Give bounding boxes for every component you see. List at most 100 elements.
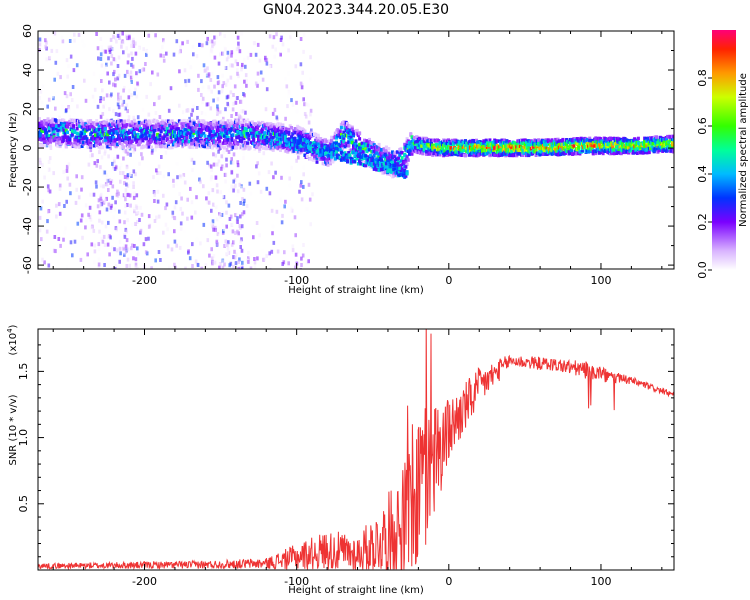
spectrogram-cell xyxy=(105,182,109,187)
spectrogram-cell xyxy=(190,141,194,146)
spectrogram-cell xyxy=(130,139,134,144)
spectrogram-cell xyxy=(39,135,43,140)
spectrogram-cell xyxy=(281,213,284,218)
spectrogram-cell xyxy=(93,243,97,248)
spectrogram-cell xyxy=(104,138,108,143)
spectrogram-cell xyxy=(58,123,62,128)
spectrogram-cell xyxy=(285,130,289,134)
spectrogram-cell xyxy=(355,128,359,133)
spectrogram-cell xyxy=(116,102,120,107)
spectrogram-cell xyxy=(239,214,242,219)
spectrogram-cell xyxy=(102,207,106,212)
spectrogram-cell xyxy=(218,146,221,151)
spectrogram-cell xyxy=(655,148,659,152)
spectrogram-cell xyxy=(279,142,282,146)
spectrogram-cell xyxy=(125,103,129,108)
spectrogram-cell xyxy=(534,146,538,151)
spectrogram-cell xyxy=(352,133,355,138)
spectrogram-cell xyxy=(247,259,250,264)
spectrogram-cell xyxy=(279,122,282,127)
spectrogram-cell xyxy=(299,130,303,134)
spectrogram-cell xyxy=(128,193,132,198)
spectrogram-cell xyxy=(207,200,211,205)
spectrogram-cell xyxy=(124,140,128,144)
spectrogram-cell xyxy=(587,147,590,152)
spectrogram-cell xyxy=(135,94,139,99)
spectrogram-cell xyxy=(134,137,138,142)
spectrogram-cell xyxy=(160,155,163,159)
spectrogram-cell xyxy=(215,145,219,150)
spectrogram-cell xyxy=(50,120,54,125)
spectrogram-cell xyxy=(232,124,236,128)
spectrogram-cell xyxy=(457,145,461,149)
spectrogram-cell xyxy=(260,127,264,132)
spectrogram-cell xyxy=(133,209,136,214)
spectrogram-cell xyxy=(113,207,117,212)
spectrogram-cell xyxy=(236,35,240,40)
spectrogram-cell xyxy=(279,148,282,152)
spectrogram-cell xyxy=(76,221,80,226)
spectrogram-cell xyxy=(226,144,230,148)
spectrogram-cell xyxy=(89,144,93,148)
spectrogram-cell xyxy=(122,148,126,153)
spectrogram-cell xyxy=(141,124,144,129)
spectrogram-cell xyxy=(81,235,84,240)
spectrogram-cell xyxy=(209,177,213,182)
spectrogram-cell xyxy=(106,71,109,76)
spectrogram-cell xyxy=(124,177,127,182)
spectrogram-cell xyxy=(53,235,57,239)
spectrogram-cell xyxy=(114,36,117,40)
spectrogram-cell xyxy=(256,71,260,76)
spectrogram-cell xyxy=(38,215,42,220)
spectrogram-cell xyxy=(265,122,269,127)
spectrogram-cell xyxy=(399,159,403,163)
spectrogram-cell xyxy=(54,249,57,254)
spectrogram-cell xyxy=(53,31,57,36)
spectrogram-cell xyxy=(144,250,148,255)
spectrogram-cell xyxy=(421,151,425,156)
spectrogram-cell xyxy=(196,263,200,267)
spectrogram-cell xyxy=(291,102,295,107)
spectrogram-cell xyxy=(87,212,90,217)
spectrogram-cell xyxy=(58,211,62,216)
spectrogram-cell xyxy=(213,232,217,237)
spectrogram-cell xyxy=(275,209,279,214)
spectrogram-cell xyxy=(194,269,197,273)
spectrogram-cell xyxy=(45,40,48,45)
spectrogram-cell xyxy=(173,205,177,210)
spectrogram-cell xyxy=(226,135,230,140)
spectrogram-cell xyxy=(100,83,104,88)
spectrogram-cell xyxy=(158,137,162,142)
spectrogram-cell xyxy=(134,257,138,262)
spectrogram-cell xyxy=(165,126,169,131)
spectrogram-cell xyxy=(305,260,309,265)
spectrogram-cell xyxy=(195,145,198,149)
spectrogram-cell xyxy=(110,54,114,58)
spectrogram-cell xyxy=(59,243,62,248)
spectrogram-cell xyxy=(217,80,221,85)
spectrogram-cell xyxy=(117,92,120,97)
spectrogram-cell xyxy=(77,32,81,37)
spectrogram-cell xyxy=(256,98,259,103)
spectrogram-cell xyxy=(38,42,42,47)
spectrogram-cell xyxy=(47,188,50,193)
spectrogram-cell xyxy=(80,175,84,180)
spectrogram-cell xyxy=(299,81,303,86)
spectrogram-cell xyxy=(135,250,139,255)
spectrogram-cell xyxy=(230,120,234,125)
spectrogram-cell xyxy=(100,202,104,207)
spectrogram-cell xyxy=(55,203,58,208)
spectrogram-cell xyxy=(43,172,46,177)
spectrogram-cell xyxy=(154,144,158,149)
spectrogram-cell xyxy=(105,118,109,123)
spectrogram-cell xyxy=(377,147,381,152)
spectrogram-cell xyxy=(147,145,151,149)
spectrogram-cell xyxy=(216,232,220,237)
spectrogram-cell xyxy=(245,83,248,88)
spectrogram-cell xyxy=(228,188,232,193)
spectrogram-cell xyxy=(173,262,176,267)
spectrogram-cell xyxy=(377,142,381,147)
spectrogram-cell xyxy=(328,160,332,164)
spectrogram-cell xyxy=(102,68,106,72)
